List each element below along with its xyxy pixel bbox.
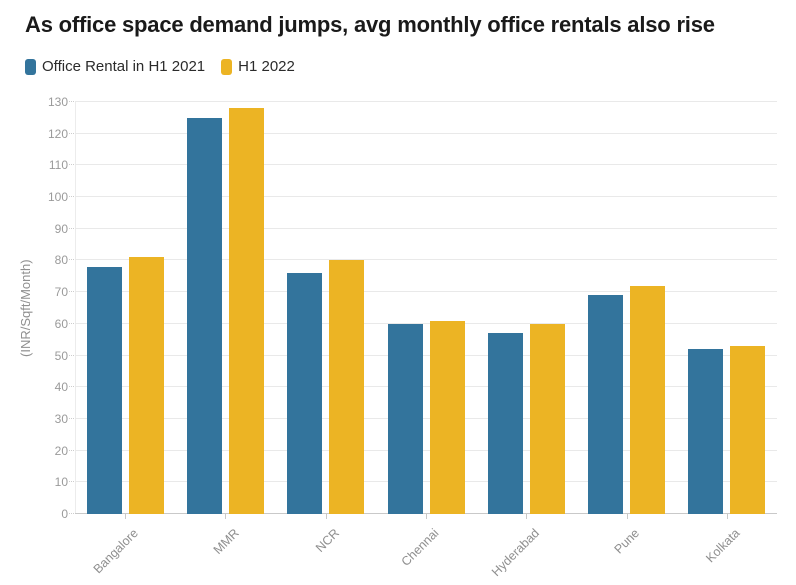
- y-tick-label-10: 10: [54, 475, 68, 490]
- y-tick-mark-40: [69, 386, 74, 388]
- gridline-120: [75, 132, 777, 134]
- y-tick-mark-0: [69, 513, 74, 514]
- y-tick-mark-60: [69, 322, 74, 324]
- gridline-30: [75, 417, 777, 419]
- y-tick-mark-20: [69, 449, 74, 451]
- gridline-110: [75, 164, 777, 166]
- legend-item-h1-2022: H1 2022: [221, 58, 295, 75]
- x-label-mmr: MMR: [210, 526, 242, 558]
- y-tick-label-130: 130: [47, 95, 68, 109]
- gridline-60: [75, 322, 777, 324]
- x-label-kolkata: Kolkata: [703, 526, 743, 566]
- y-tick-label-90: 90: [54, 221, 68, 236]
- x-tick-mark-kolkata: [726, 514, 728, 519]
- x-axis-baseline: [75, 513, 777, 514]
- y-tick-label-0: 0: [61, 507, 68, 521]
- bar-mmr-series-1: [186, 117, 222, 514]
- y-tick-mark-110: [69, 164, 74, 166]
- y-tick-mark-90: [69, 227, 74, 229]
- bar-mmr-series-2: [228, 108, 264, 514]
- bar-ncr-series-1: [287, 273, 323, 514]
- bar-chennai-series-2: [429, 320, 465, 514]
- y-tick-mark-70: [69, 291, 74, 293]
- gridline-80: [75, 259, 777, 261]
- legend-label-h1-2021: Office Rental in H1 2021: [42, 58, 206, 75]
- legend-label-h1-2022: H1 2022: [238, 58, 295, 75]
- legend-item-h1-2021: Office Rental in H1 2021: [25, 58, 205, 75]
- bar-pune-series-1: [588, 295, 624, 514]
- y-axis-line: [75, 102, 76, 514]
- y-tick-label-20: 20: [54, 443, 68, 458]
- y-tick-label-120: 120: [47, 126, 68, 141]
- gridline-90: [75, 227, 777, 229]
- bar-kolkata-series-1: [688, 349, 724, 514]
- y-tick-label-70: 70: [54, 285, 68, 300]
- y-tick-mark-120: [69, 132, 74, 134]
- y-tick-mark-10: [69, 481, 74, 483]
- x-tick-mark-chennai: [426, 514, 427, 519]
- gridline-50: [75, 354, 777, 356]
- bar-chennai-series-1: [387, 323, 423, 514]
- bar-ncr-series-2: [329, 260, 365, 514]
- legend-swatch-h1-2022-icon: [221, 58, 233, 75]
- x-label-hyderabad: Hyderabad: [489, 526, 543, 580]
- bar-bangalore-series-2: [128, 257, 164, 514]
- gridline-130: [75, 101, 777, 102]
- y-tick-mark-130: [69, 101, 74, 102]
- y-tick-labels: 0 10 20 30 40 50 60 70 80 90 100 110 120 130: [0, 95, 68, 521]
- x-label-bangalore: Bangalore: [90, 526, 142, 577]
- bar-hyderabad-series-1: [487, 333, 523, 514]
- x-tick-mark-bangalore: [125, 514, 127, 519]
- y-tick-label-100: 100: [47, 190, 68, 205]
- x-label-pune: Pune: [611, 526, 643, 557]
- y-tick-label-60: 60: [54, 316, 68, 331]
- y-tick-mark-100: [69, 196, 74, 198]
- y-tick-mark-80: [69, 259, 74, 261]
- gridline-20: [75, 449, 777, 451]
- plot-area: Bangalore MMR NCR Chennai Hyderabad Pune Kolka…: [69, 101, 777, 579]
- legend-swatch-h1-2021-icon: [25, 58, 36, 75]
- gridline-100: [75, 196, 777, 198]
- y-tick-label-30: 30: [54, 411, 68, 426]
- x-tick-mark-pune: [626, 514, 628, 519]
- x-tick-mark-ncr: [325, 514, 327, 519]
- x-label-chennai: Chennai: [399, 526, 442, 569]
- y-tick-label-40: 40: [54, 380, 68, 395]
- bar-hyderabad-series-2: [529, 323, 565, 514]
- chart-title: As office space demand jumps, avg monthl…: [25, 12, 715, 37]
- bar-pune-series-2: [630, 285, 666, 514]
- gridline-40: [75, 386, 777, 388]
- y-tick-mark-30: [69, 417, 74, 419]
- gridline-10: [75, 481, 777, 483]
- y-tick-label-110: 110: [48, 158, 68, 173]
- x-tick-mark-hyderabad: [526, 514, 528, 519]
- bar-bangalore-series-1: [86, 266, 122, 514]
- y-tick-label-50: 50: [54, 348, 68, 363]
- x-tick-mark-mmr: [225, 514, 227, 519]
- y-tick-mark-50: [69, 354, 74, 356]
- gridline-70: [75, 291, 777, 293]
- y-tick-label-80: 80: [54, 253, 68, 268]
- x-label-ncr: NCR: [312, 526, 342, 556]
- legend: Office Rental in H1 2021 H1 2022: [25, 58, 295, 75]
- bar-kolkata-series-2: [730, 346, 766, 514]
